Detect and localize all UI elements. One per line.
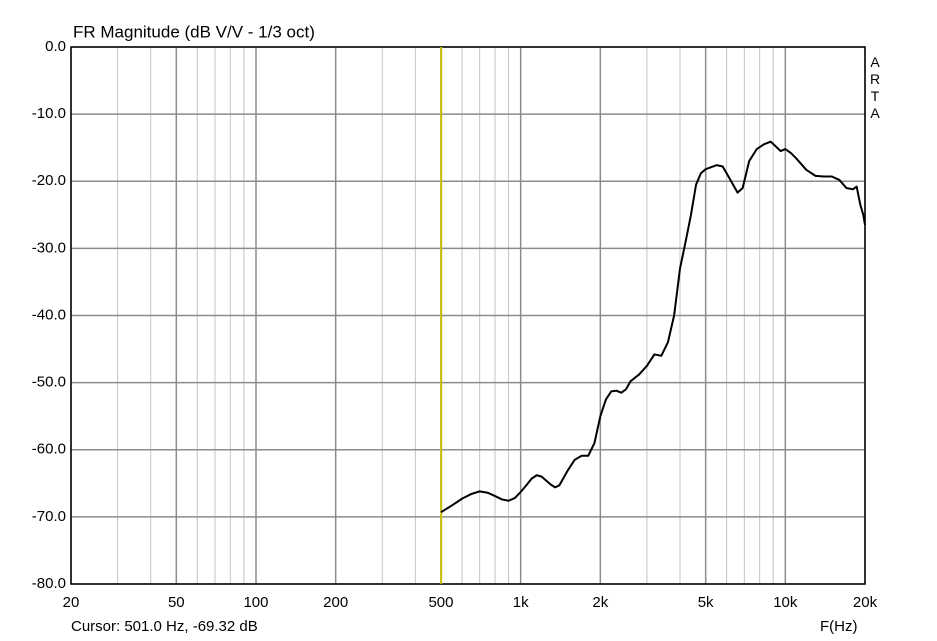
y-tick-label: -80.0	[32, 575, 66, 592]
x-tick-label: 1k	[513, 594, 529, 611]
x-tick-label: 10k	[773, 594, 798, 611]
x-tick-label: 5k	[698, 594, 714, 611]
y-tick-label: 0.0	[45, 38, 66, 55]
x-axis-label: F(Hz)	[820, 618, 858, 635]
chart-title: FR Magnitude (dB V/V - 1/3 oct)	[73, 22, 315, 41]
watermark: ARTA	[867, 54, 883, 122]
x-tick-label: 20	[63, 594, 80, 611]
x-tick-label: 20k	[853, 594, 878, 611]
y-tick-label: -40.0	[32, 306, 66, 323]
x-tick-label: 2k	[592, 594, 608, 611]
y-tick-label: -30.0	[32, 239, 66, 256]
y-tick-label: -60.0	[32, 441, 66, 458]
x-tick-label: 50	[168, 594, 185, 611]
x-tick-label: 200	[323, 594, 348, 611]
y-tick-label: -20.0	[32, 172, 66, 189]
x-tick-label: 100	[243, 594, 268, 611]
x-tick-label: 500	[428, 594, 453, 611]
fr-curve	[440, 140, 866, 514]
y-tick-label: -70.0	[32, 508, 66, 525]
cursor-readout: Cursor: 501.0 Hz, -69.32 dB	[71, 618, 258, 635]
y-tick-label: -50.0	[32, 374, 66, 391]
y-tick-label: -10.0	[32, 105, 66, 122]
plot-frame	[70, 46, 866, 585]
